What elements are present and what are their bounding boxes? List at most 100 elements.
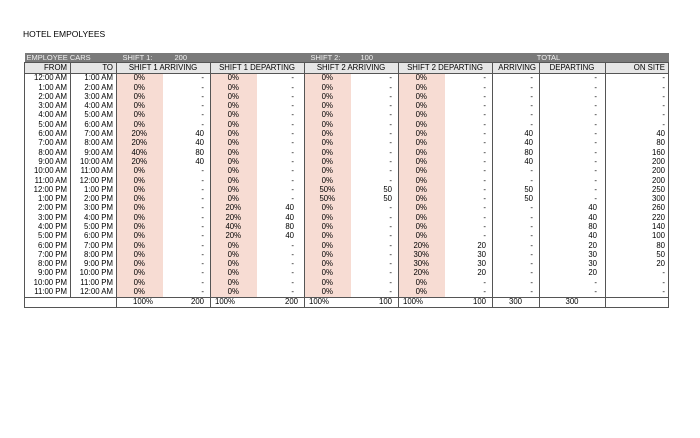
shift1-arriving-count: - [201,203,204,213]
shift1-arriving-pct: 0% [116,101,163,111]
shift1-label: SHIFT 1: [116,53,163,63]
total-arriving-cell: - [492,222,540,232]
shift1-departing-pct: 0% [210,259,257,269]
total-arriving-cell: - [492,73,540,83]
shift1-arriving-pct: 0% [116,213,163,223]
total-departing-cell: - [539,287,606,298]
shift1-departing-pct: 40% [210,222,257,232]
shift1-departing-pct: 0% [210,147,257,158]
on-site-cell: 250 [605,185,669,195]
from-cell: 10:00 PM [24,278,71,288]
shift2-label: SHIFT 2: [304,53,351,63]
on-site-cell: 300 [605,194,669,204]
shift1-arriving-count: - [201,278,204,287]
totals-to [70,296,117,309]
total-arriving-cell: 40 [492,157,540,167]
shift1-arriving-pct: 0% [116,240,163,251]
shift2-departing-count: - [483,92,486,101]
on-site-cell: - [605,287,669,298]
shift1-arriving-count: - [201,259,204,269]
to-cell: 4:00 AM [70,101,117,111]
on-site-cell: 80 [605,138,669,148]
shift2-departing-pct: 0% [398,194,445,204]
shift2-arriving-count: - [389,268,392,278]
total-arriving-cell: - [492,82,540,93]
to-cell: 12:00 AM [70,287,117,298]
total-departing-cell: - [539,175,606,186]
shift2-arriving-pct: 0% [304,240,351,251]
shift1-arriving-pct: 0% [116,194,163,204]
to-cell: 1:00 PM [70,185,117,195]
shift1-departing-count: - [291,82,294,92]
shift2-departing-count: 20 [477,240,486,250]
shift2-arriving-pct: 0% [304,92,351,102]
total-arriving-cell: - [492,166,540,176]
shift1-departing-count: - [291,110,294,120]
to-cell: 8:00 AM [70,138,117,148]
total-arriving-cell: - [492,101,540,111]
total-arriving-cell: - [492,287,540,298]
shift1-departing-pct: 0% [210,101,257,111]
shift2-departing-count: - [483,203,486,213]
total-arriving-cell: - [492,203,540,214]
shift1-departing-count: - [291,240,294,250]
shift2-departing-pct: 0% [398,166,445,176]
shift2-arriving-pct: 0% [304,73,351,83]
shift1-arriving-count: - [201,175,204,185]
shift2-arriving-total: 100 [350,296,399,309]
arriving-total: 300 [492,296,540,309]
shift2-arriving-count: - [389,259,392,269]
on-site-cell: - [605,120,669,130]
total-departing-cell: - [539,278,606,288]
shift2-arriving-pct: 0% [304,287,351,298]
total-departing-cell: - [539,194,606,204]
shift2-departing-count: - [483,82,486,92]
shift1-departing-count: - [291,250,294,259]
on-site-cell: 40 [605,129,669,139]
total-arriving-cell: 80 [492,147,540,158]
shift2-arriving-pct: 0% [304,157,351,167]
from-cell: 8:00 PM [24,259,71,269]
on-site-cell: 200 [605,166,669,176]
to-cell: 11:00 PM [70,278,117,288]
total-departing-cell: 40 [539,231,606,241]
shift1-arriving-count: - [201,120,204,129]
shift2-arriving-count: 50 [383,194,392,204]
shift1-arriving-count: 40 [195,157,204,166]
total-departing-cell: 20 [539,240,606,251]
on-site-cell: 200 [605,175,669,186]
on-site-cell: 20 [605,259,669,269]
shift2-arriving-pct: 0% [304,166,351,176]
shift1-departing-pct: 0% [210,157,257,167]
shift2-departing-count: - [483,287,486,297]
shift1-arriving-count: - [201,268,204,278]
shift1-departing-count: 40 [285,203,294,213]
shift1-departing-count: - [291,157,294,166]
from-cell: 5:00 AM [24,120,71,130]
shift2-arriving-total-pct: 100% [304,296,351,309]
on-site-cell: 100 [605,231,669,241]
shift1-departing-pct: 0% [210,194,257,204]
from-cell: 3:00 AM [24,101,71,111]
on-site-cell: - [605,110,669,121]
shift2-departing-pct: 20% [398,240,445,251]
shift1-arriving-pct: 0% [116,287,163,298]
shift2-departing-pct: 0% [398,157,445,167]
total-label: TOTAL [492,53,606,63]
to-cell: 2:00 AM [70,82,117,93]
shift1-departing-total: 200 [256,296,305,309]
shift1-departing-pct: 0% [210,175,257,186]
employee-cars-label: EMPLOYEE CARS [24,53,117,63]
shift2-arriving-pct: 0% [304,138,351,148]
shift2-arriving-pct: 0% [304,175,351,186]
from-cell: 12:00 AM [24,73,71,83]
shift1-departing-pct: 0% [210,82,257,93]
shift1-departing-pct: 20% [210,213,257,223]
shift2-arriving-count: 50 [383,185,392,194]
on-site-cell: - [605,268,669,279]
shift2-departing-count: - [483,120,486,129]
shift1-arriving-count: - [201,101,204,111]
shift1-departing-count: 80 [285,222,294,231]
shift1-departing-pct: 0% [210,268,257,279]
total-arriving-cell: - [492,250,540,260]
